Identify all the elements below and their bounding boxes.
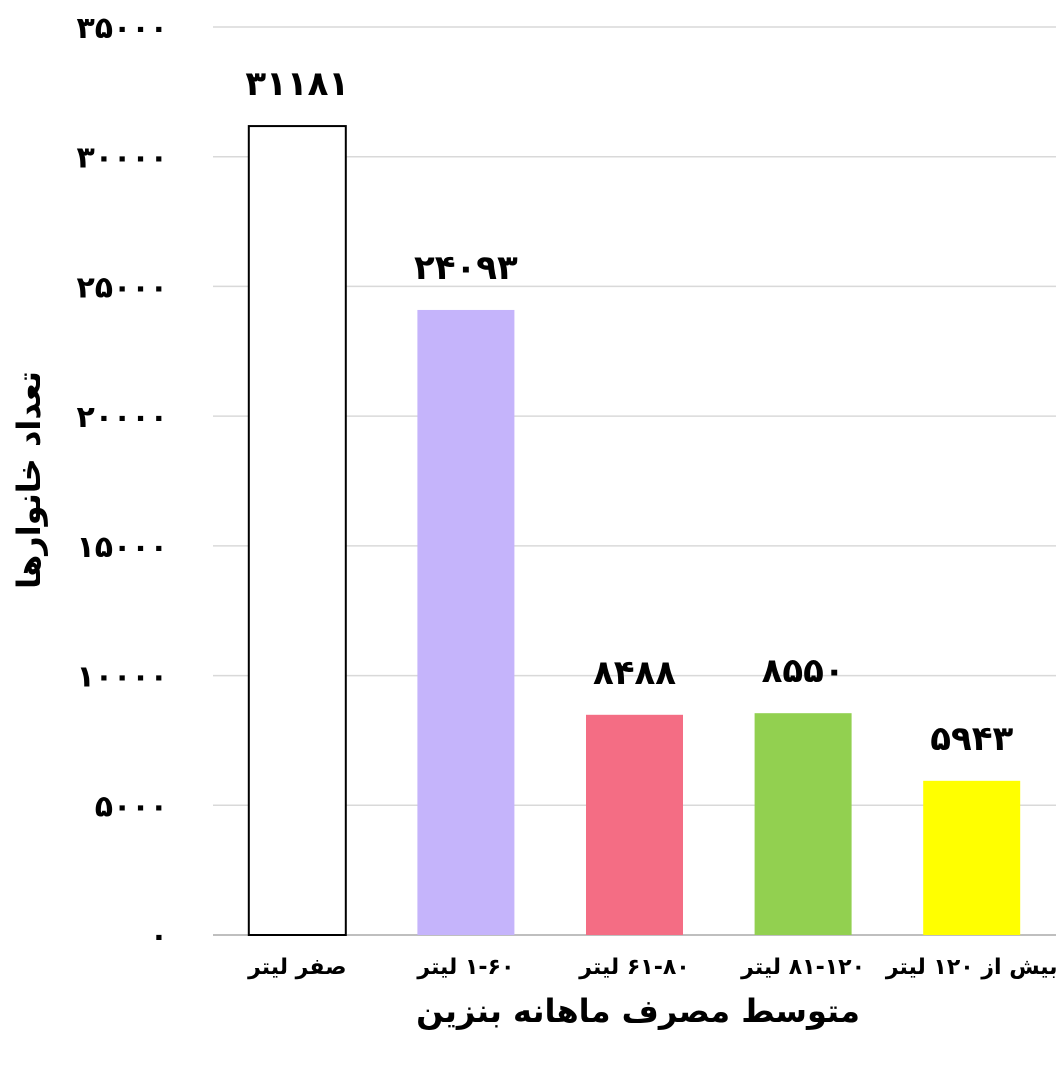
x-tick-label: ۸۱-۱۲۰ لیتر (740, 955, 865, 980)
x-tick-label: بیش از ۱۲۰ لیتر (885, 955, 1058, 980)
x-tick-label: ۶۱-۸۰ لیتر (578, 955, 689, 980)
data-label: ۳۱۱۸۱ (245, 64, 349, 104)
data-label: ۲۴۰۹۳ (414, 248, 518, 288)
bar (754, 713, 852, 935)
y-tick-label: ۳۵۰۰۰ (76, 11, 168, 46)
y-tick-label: ۲۵۰۰۰ (76, 270, 168, 305)
data-label: ۸۵۵۰ (762, 651, 845, 691)
x-axis-ticks: صفر لیتر ۱-۶۰ لیتر ۶۱-۸۰ لیتر ۸۱-۱۲۰ لیتر بی… (247, 955, 1057, 980)
bar (586, 714, 683, 935)
y-tick-label: ۰ (150, 919, 168, 954)
x-axis-title: متوسط مصرف ماهانه بنزین (416, 992, 860, 1030)
y-tick-label: ۱۵۰۰۰ (76, 530, 168, 565)
bar (247, 125, 347, 937)
y-axis-ticks: ۰ ۵۰۰۰ ۱۰۰۰۰ ۱۵۰۰۰ ۲۰۰۰۰ ۲۵۰۰۰ ۳۰۰۰۰ ۳۵۰۰۰ (76, 11, 168, 954)
y-tick-label: ۵۰۰۰ (95, 789, 168, 824)
data-labels: ۳۱۱۸۱ ۲۴۰۹۳ ۸۴۸۸ ۸۵۵۰ ۵۹۴۳ (245, 64, 1013, 759)
x-tick-label: صفر لیتر (247, 955, 346, 980)
y-axis-title: تعداد خانوارها (10, 371, 48, 589)
data-label: ۵۹۴۳ (930, 719, 1013, 759)
bars (247, 125, 1021, 937)
bar (417, 309, 515, 935)
y-tick-label: ۳۰۰۰۰ (76, 141, 168, 176)
x-tick-label: ۱-۶۰ لیتر (416, 955, 514, 980)
y-tick-label: ۱۰۰۰۰ (76, 660, 168, 695)
y-tick-label: ۲۰۰۰۰ (76, 400, 168, 435)
bar (923, 780, 1021, 935)
data-label: ۸۴۸۸ (593, 653, 676, 693)
